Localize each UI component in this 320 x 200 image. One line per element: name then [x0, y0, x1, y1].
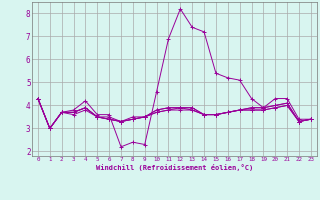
X-axis label: Windchill (Refroidissement éolien,°C): Windchill (Refroidissement éolien,°C): [96, 164, 253, 171]
